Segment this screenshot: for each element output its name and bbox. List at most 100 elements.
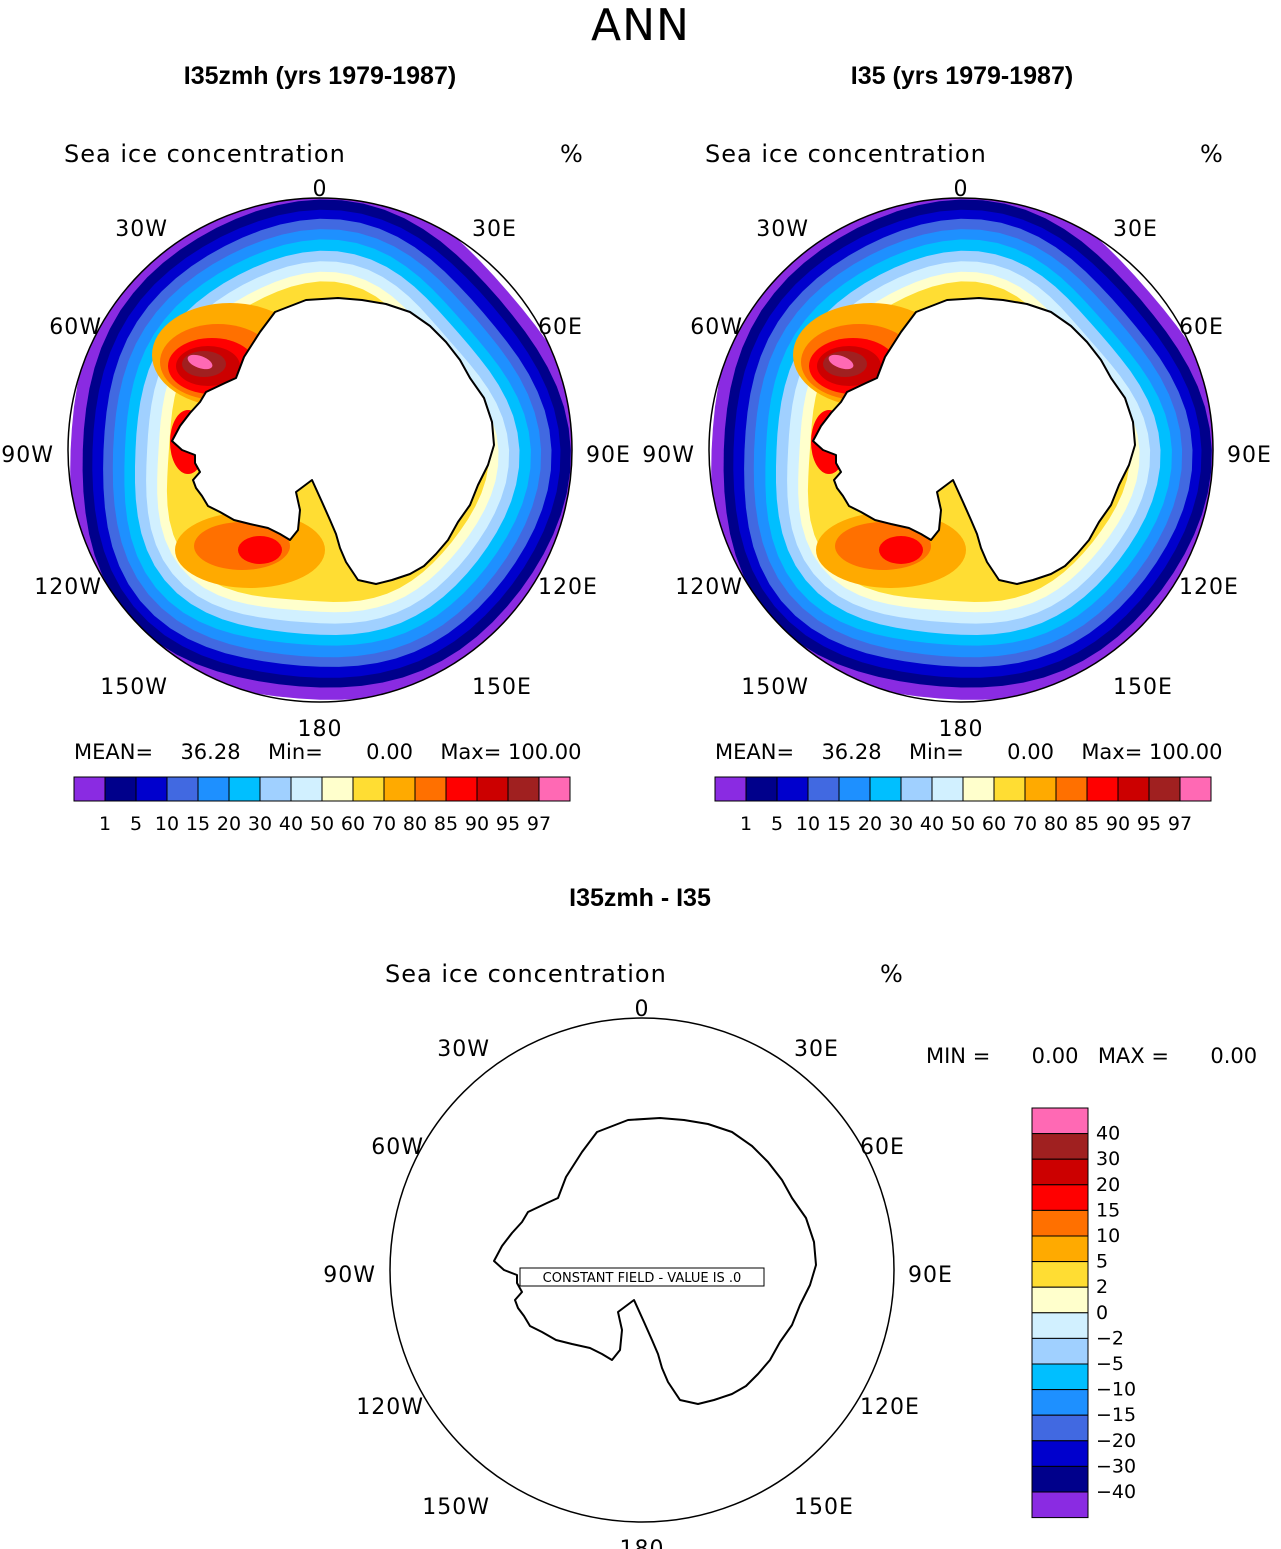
panel-1-colorbar-swatch-3 (166, 776, 199, 802)
diff-colorbar-tick-11: −15 (1096, 1404, 1136, 1426)
panel-1-lon-label-150E: 150E (472, 675, 532, 700)
diff-max: 0.00 (1210, 1044, 1258, 1068)
panel-2-min: 0.00 (1007, 740, 1054, 764)
panel-2-colorbar-swatch-15 (1179, 776, 1212, 802)
panel-2-colorbar-tick-60: 60 (982, 813, 1006, 835)
panel-2-lon-label-0: 0 (954, 177, 969, 202)
panel-1-lon-label-90W: 90W (1, 443, 54, 468)
diff-colorbar-swatch-7 (1031, 1286, 1089, 1314)
panel-1-landmass (172, 298, 494, 584)
panel-2-colorbar-tick-15: 15 (827, 813, 851, 835)
diff-colorbar-tick-9: −5 (1096, 1353, 1124, 1375)
panel-1-colorbar-tick-80: 80 (403, 813, 427, 835)
panel-1-lon-label-30E: 30E (472, 217, 517, 242)
diff-panel-map: 0 30E 60E 90E 120E 150E 180 150W 120W 90W 60W 30W CO… (323, 997, 952, 1549)
diff-panel-coastline (493, 1117, 817, 1405)
panel-2-colorbar-tick-80: 80 (1044, 813, 1068, 835)
diff-panel-lon-label-60E: 60E (860, 1135, 905, 1160)
panel-1-colorbar-tick-20: 20 (217, 813, 241, 835)
panel-1-colorbar-swatch-1 (104, 776, 137, 802)
constant-field-box (519, 1267, 765, 1287)
panel-2-colorbar-swatch-9 (993, 776, 1026, 802)
panel-1-lon-label-120E: 120E (538, 575, 598, 600)
panel-2-max-label: Max= (1081, 740, 1143, 764)
diff-panel-lon-label-60W: 60W (371, 1135, 424, 1160)
panel-1-colorbar-swatch-13 (476, 776, 509, 802)
panel-2-colorbar-swatch-11 (1055, 776, 1088, 802)
panel-2-colorbar-swatch-12 (1086, 776, 1119, 802)
panel-1-colorbar-swatch-11 (414, 776, 447, 802)
panel-2-lon-label-90W: 90W (642, 443, 695, 468)
diff-panel-variable: Sea ice concentration (385, 960, 667, 988)
diff-colorbar-swatch-11 (1031, 1389, 1089, 1416)
panel-2-mean: 36.28 (821, 740, 882, 764)
panel-2-colorbar-tick-5: 5 (771, 813, 783, 835)
constant-field-label: CONSTANT FIELD - VALUE IS .0 (543, 1271, 742, 1286)
panel-1-colorbar-tick-50: 50 (310, 813, 334, 835)
panel-2-landmass (813, 298, 1135, 584)
panel-1-min-label: Min= (267, 740, 323, 764)
panel-2-colorbar-tick-40: 40 (920, 813, 944, 835)
panel-2-weddell-97 (828, 354, 854, 370)
panel-1-colorbar-swatch-10 (383, 776, 416, 802)
panel-2-stats: MEAN= 36.28 Min= 0.00 Max= 100.00 (715, 740, 1223, 764)
panel-2-lon-label-30E: 30E (1113, 217, 1158, 242)
panel-2-colorbar-swatch-3 (807, 776, 840, 802)
panel-1-colorbar-swatch-12 (445, 776, 478, 802)
panel-1-max-label: Max= (440, 740, 502, 764)
diff-panel-lon-label-30E: 30E (794, 1037, 839, 1062)
panel-1-colorbar-swatch-5 (228, 776, 261, 802)
diff-colorbar-swatch-10 (1031, 1363, 1089, 1391)
panel-1-lon-label-0: 0 (313, 177, 328, 202)
panel-1-boundary-circle (67, 197, 573, 703)
panel-2-colorbar-tick-97: 97 (1168, 813, 1192, 835)
panel-2-colorbar-swatch-14 (1148, 776, 1181, 802)
panel-1-lon-label-60E: 60E (538, 315, 583, 340)
panel-2-ross-85 (879, 536, 923, 564)
panel-1-colorbar: 1 5 10 15 20 30 40 50 60 70 80 85 90 95 97 (73, 776, 571, 835)
diff-colorbar-tick-7: 0 (1096, 1302, 1108, 1324)
diff-colorbar-tick-3: 15 (1096, 1199, 1120, 1221)
panel-1-lon-label-150W: 150W (100, 675, 168, 700)
panel-1-colorbar-swatch-6 (259, 776, 292, 802)
panel-2-colorbar-tick-85: 85 (1075, 813, 1099, 835)
panel-2-colorbar-tick-70: 70 (1013, 813, 1037, 835)
panel-2-units: % (1200, 140, 1224, 168)
panel-2-colorbar-swatch-1 (745, 776, 778, 802)
diff-min: 0.00 (1031, 1044, 1079, 1068)
panel-1-lon-label-90E: 90E (586, 443, 631, 468)
panel-2-colorbar-swatch-13 (1117, 776, 1150, 802)
panel-2-coastline (812, 297, 1136, 585)
panel-2-colorbar-tick-90: 90 (1106, 813, 1130, 835)
panel-1-colorbar-swatch-9 (352, 776, 385, 802)
panel-2-lon-label-180: 180 (939, 717, 984, 740)
panel-1-colorbar-tick-30: 30 (248, 813, 272, 835)
panel-2-mean-label: MEAN= (715, 740, 795, 764)
panel-1-colorbar-tick-70: 70 (372, 813, 396, 835)
panel-2-lon-label-120E: 120E (1179, 575, 1239, 600)
diff-colorbar-swatch-13 (1031, 1440, 1089, 1467)
diff-panel-units: % (880, 960, 904, 988)
panel-2-lon-label-150W: 150W (741, 675, 809, 700)
panel-1-colorbar-tick-85: 85 (434, 813, 458, 835)
panel-1-weddell-97 (187, 354, 213, 370)
panel-1-lon-label-60W: 60W (49, 315, 102, 340)
panel-2-colorbar-swatch-0 (714, 776, 747, 802)
diff-colorbar-tick-6: 2 (1096, 1276, 1108, 1298)
panel-1-mean: 36.28 (180, 740, 241, 764)
diff-panel-lon-label-150W: 150W (422, 1495, 490, 1520)
panel-2-colorbar-tick-1: 1 (740, 813, 752, 835)
panel-2-lon-label-90E: 90E (1227, 443, 1272, 468)
panel-1-sea-ice-field (70, 198, 572, 700)
panel-1-units: % (560, 140, 584, 168)
diff-panel-lon-label-120W: 120W (356, 1395, 424, 1420)
diff-colorbar-swatch-12 (1031, 1414, 1089, 1442)
panel-2-colorbar-swatch-6 (900, 776, 933, 802)
panel-2-colorbar-tick-95: 95 (1137, 813, 1161, 835)
panel-2-lon-label-150E: 150E (1113, 675, 1173, 700)
panel-2-colorbar-swatch-2 (776, 776, 809, 802)
panel-1-mean-label: MEAN= (74, 740, 154, 764)
panel-1-colorbar-tick-60: 60 (341, 813, 365, 835)
panel-1-colorbar-tick-95: 95 (496, 813, 520, 835)
panel-1-title: I35zmh (yrs 1979-1987) (183, 62, 457, 90)
